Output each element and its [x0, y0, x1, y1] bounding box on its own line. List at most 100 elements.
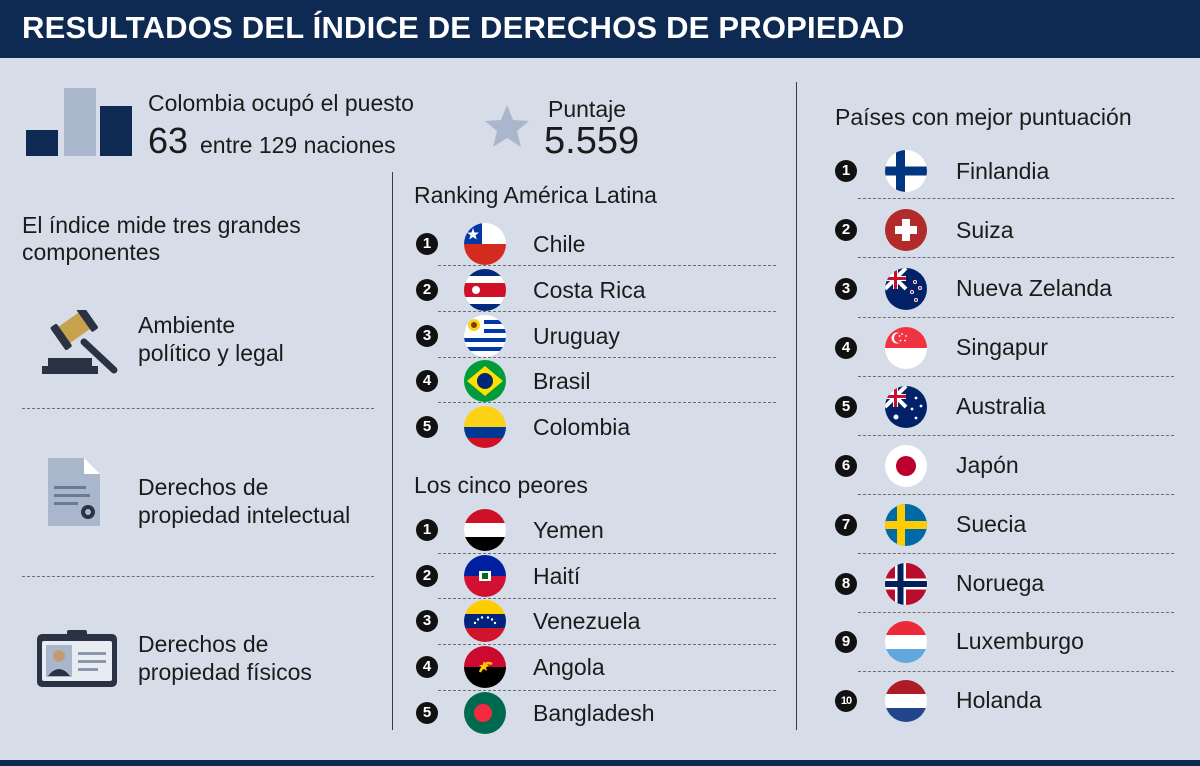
separator-left	[392, 172, 393, 730]
bar-chart-icon	[26, 88, 132, 156]
best-rank: 4	[835, 337, 857, 359]
best-country: Suecia	[956, 511, 1027, 537]
worst-country: Yemen	[533, 517, 604, 543]
venezuela-flag-icon	[464, 600, 506, 642]
uruguay-flag-icon	[464, 315, 506, 357]
row-divider	[858, 376, 1174, 377]
row-divider	[438, 402, 776, 403]
worst-country: Venezuela	[533, 608, 641, 634]
row-divider	[438, 311, 776, 312]
row-divider	[858, 257, 1174, 258]
finland-flag-icon	[885, 150, 927, 192]
latam-country: Chile	[533, 231, 586, 257]
latam-rank: 2	[416, 279, 438, 301]
latam-title: Ranking América Latina	[414, 182, 657, 208]
singapore-flag-icon	[885, 327, 927, 369]
worst-rank: 4	[416, 656, 438, 678]
best-rank: 6	[835, 455, 857, 477]
worst-rank: 2	[416, 565, 438, 587]
component-3-line1: Derechos de	[138, 631, 269, 657]
component-1-line1: Ambiente	[138, 312, 236, 338]
new-zealand-flag-icon	[885, 268, 927, 310]
score-value: 5.559	[544, 120, 640, 162]
best-rank: 1	[835, 160, 857, 182]
brazil-flag-icon	[464, 360, 506, 402]
haiti-flag-icon	[464, 555, 506, 597]
colombia-flag-icon	[464, 406, 506, 448]
luxembourg-flag-icon	[885, 621, 927, 663]
row-divider	[438, 265, 776, 266]
best-country: Singapur	[956, 334, 1049, 360]
row-divider	[858, 612, 1174, 613]
latam-rank: 3	[416, 325, 438, 347]
best-country: Suiza	[956, 217, 1014, 243]
latam-rank: 5	[416, 416, 438, 438]
best-rank: 9	[835, 631, 857, 653]
row-divider	[438, 690, 776, 691]
footer-bar	[0, 760, 1200, 766]
worst-title: Los cinco peores	[414, 472, 588, 498]
row-divider	[438, 357, 776, 358]
row-divider	[858, 317, 1174, 318]
id-card-icon	[37, 630, 117, 687]
score-label: Puntaje	[548, 96, 627, 122]
page-title: RESULTADOS DEL ÍNDICE DE DERECHOS DE PRO…	[22, 10, 905, 45]
yemen-flag-icon	[464, 509, 506, 551]
best-country: Australia	[956, 393, 1046, 419]
component-divider	[22, 408, 374, 409]
worst-country: Bangladesh	[533, 700, 655, 726]
component-1-line2: político y legal	[138, 340, 284, 366]
components-title: El índice mide tres grandes componentes	[22, 212, 301, 265]
worst-rank: 3	[416, 610, 438, 632]
australia-flag-icon	[885, 386, 927, 428]
worst-rank: 5	[416, 702, 438, 724]
best-country: Luxemburgo	[956, 628, 1084, 654]
component-2-line2: propiedad intelectual	[138, 502, 351, 528]
best-rank: 10	[835, 690, 857, 712]
separator-right	[796, 82, 797, 730]
norway-flag-icon	[885, 563, 927, 605]
chile-flag-icon	[464, 223, 506, 265]
japan-flag-icon	[885, 445, 927, 487]
netherlands-flag-icon	[885, 680, 927, 722]
latam-country: Uruguay	[533, 323, 620, 349]
row-divider	[438, 644, 776, 645]
best-rank: 2	[835, 219, 857, 241]
best-rank: 3	[835, 278, 857, 300]
worst-rank: 1	[416, 519, 438, 541]
worst-country: Haití	[533, 563, 581, 589]
rank-value: 63	[148, 120, 189, 161]
best-country: Finlandia	[956, 158, 1050, 184]
row-divider	[858, 553, 1174, 554]
gavel-icon	[42, 310, 118, 374]
best-country: Noruega	[956, 570, 1045, 596]
star-icon	[485, 105, 529, 147]
best-title: Países con mejor puntuación	[835, 104, 1132, 130]
latam-rank: 4	[416, 370, 438, 392]
rank-line2: entre 129 naciones	[200, 132, 396, 158]
component-2-line1: Derechos de	[138, 474, 269, 500]
row-divider	[858, 198, 1174, 199]
best-rank: 8	[835, 573, 857, 595]
rank-line1: Colombia ocupó el puesto	[148, 90, 414, 116]
document-icon	[48, 458, 100, 526]
angola-flag-icon	[464, 646, 506, 688]
row-divider	[438, 598, 776, 599]
sweden-flag-icon	[885, 504, 927, 546]
switzerland-flag-icon	[885, 209, 927, 251]
best-country: Nueva Zelanda	[956, 275, 1112, 301]
latam-country: Costa Rica	[533, 277, 646, 303]
row-divider	[858, 435, 1174, 436]
best-rank: 5	[835, 396, 857, 418]
header-bar: RESULTADOS DEL ÍNDICE DE DERECHOS DE PRO…	[0, 0, 1200, 58]
best-rank: 7	[835, 514, 857, 536]
row-divider	[858, 494, 1174, 495]
worst-country: Angola	[533, 654, 605, 680]
bangladesh-flag-icon	[464, 692, 506, 734]
component-3-line2: propiedad físicos	[138, 659, 312, 685]
best-country: Holanda	[956, 687, 1042, 713]
best-country: Japón	[956, 452, 1019, 478]
row-divider	[438, 553, 776, 554]
component-divider	[22, 576, 374, 577]
latam-country: Brasil	[533, 368, 591, 394]
